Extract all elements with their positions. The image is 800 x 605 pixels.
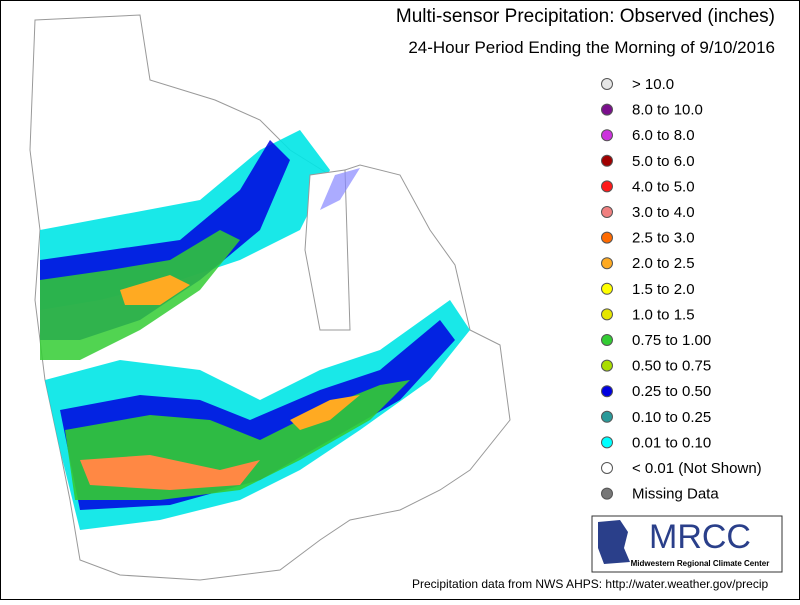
legend-swatch (601, 231, 613, 244)
legend-swatch (601, 206, 613, 218)
logo-name: MRCC (649, 518, 751, 556)
legend-label: 1.5 to 2.0 (632, 281, 695, 298)
legend-swatch (601, 103, 613, 116)
legend-swatch (601, 282, 613, 295)
legend-swatch (601, 308, 613, 321)
map (29, 14, 511, 581)
legend-label: Missing Data (632, 486, 719, 503)
legend-label: 8.0 to 10.0 (632, 102, 703, 119)
legend-label: 0.10 to 0.25 (632, 409, 711, 426)
legend-label: 0.50 to 0.75 (632, 358, 711, 375)
precip-area (290, 395, 360, 430)
legend-swatch (601, 334, 613, 346)
logo-full-name: Midwestern Regional Climate Center (631, 559, 770, 568)
legend-swatch (601, 410, 613, 423)
legend-swatch (601, 462, 613, 474)
legend-label: 0.25 to 0.50 (632, 383, 711, 400)
title: Multi-sensor Precipitation: Observed (in… (396, 6, 775, 27)
legend-swatch (601, 129, 613, 142)
legend-swatch (601, 180, 613, 193)
footer: Precipitation data from NWS AHPS: http:/… (412, 577, 768, 591)
legend-label: 2.5 to 3.0 (632, 230, 695, 247)
legend-label: 1.0 to 1.5 (632, 306, 695, 323)
legend-label: < 0.01 (Not Shown) (632, 460, 762, 477)
precip-area (80, 455, 260, 490)
precip-area (120, 275, 190, 305)
legend-label: 2.0 to 2.5 (632, 255, 695, 272)
logo-icon (598, 520, 630, 564)
precip-area (320, 168, 360, 210)
legend: > 10.0 8.0 to 10.0 6.0 to 8.0 5.0 to 6.0 4.0… (601, 76, 762, 503)
legend-swatch (601, 154, 613, 167)
legend-swatch (601, 487, 613, 500)
legend-swatch (601, 257, 613, 270)
lake (304, 169, 351, 331)
legend-label: 0.01 to 0.10 (632, 434, 711, 451)
legend-label: 3.0 to 4.0 (632, 204, 695, 221)
legend-swatch (601, 385, 613, 398)
legend-label: > 10.0 (632, 76, 674, 93)
legend-swatch (601, 359, 613, 372)
legend-swatch (601, 436, 613, 449)
legend-swatch (601, 78, 613, 90)
legend-label: 5.0 to 6.0 (632, 153, 695, 170)
legend-label: 4.0 to 5.0 (632, 178, 695, 195)
logo: MRCC Midwestern Regional Climate Center (591, 515, 783, 573)
legend-label: 0.75 to 1.00 (632, 332, 711, 349)
legend-label: 6.0 to 8.0 (632, 127, 695, 144)
subtitle: 24-Hour Period Ending the Morning of 9/1… (408, 38, 775, 57)
